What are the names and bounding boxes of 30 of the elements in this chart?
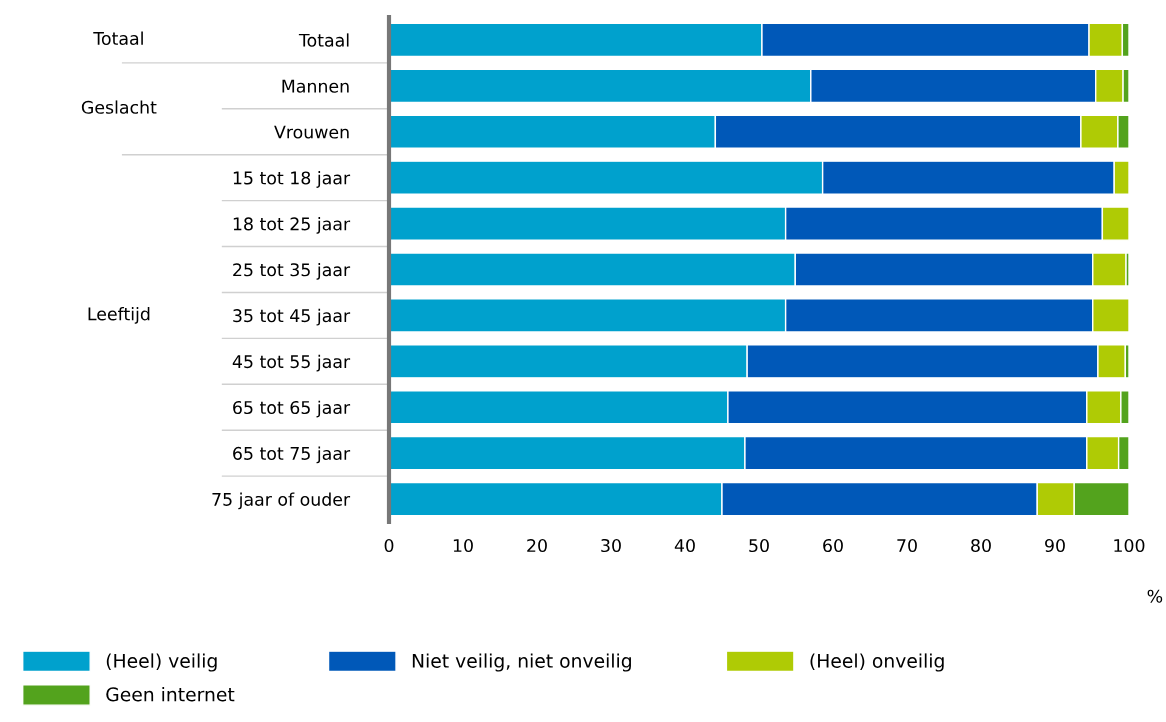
y-tick-label: 18 tot 25 jaar <box>233 217 351 234</box>
y-tick-label: 15 tot 18 jaar <box>233 171 351 188</box>
x-axis-title: % <box>1147 589 1163 603</box>
y-tick-label: 45 tot 55 jaar <box>232 354 351 372</box>
x-tick-label: 40 <box>674 538 695 553</box>
x-tick-label: 10 <box>453 538 473 553</box>
x-tick-label: 70 <box>897 538 917 553</box>
legend-label: Niet veilig, niet onveilig <box>412 653 631 672</box>
y-tick-label: 35 tot 45 jaar <box>233 308 351 326</box>
legend-label: (Heel) veilig <box>106 653 217 672</box>
legend-label: Geen internet <box>106 686 235 702</box>
y-tick-label: 25 tot 35 jaar <box>233 262 351 280</box>
y-tick-label: Mannen <box>282 79 349 93</box>
text: Leeftijd <box>88 307 150 324</box>
x-tick-label: 50 <box>749 538 769 553</box>
text: Geslacht <box>81 100 157 114</box>
y-tick-label: 75 jaar of ouder <box>212 492 351 510</box>
y-tick-label: Vrouwen <box>274 125 349 139</box>
x-tick-label: 80 <box>971 538 991 553</box>
x-tick-label: 20 <box>527 538 547 553</box>
text: Totaal <box>93 31 143 45</box>
x-tick-label: 0 <box>384 538 394 553</box>
y-tick-label: 65 tot 65 jaar <box>233 400 351 418</box>
legend-label: (Heel) onveilig <box>810 653 944 672</box>
y-tick-label: 65 tot 75 jaar <box>233 446 351 464</box>
x-tick-label: 60 <box>823 538 843 553</box>
x-tick-label: 90 <box>1045 538 1065 553</box>
x-tick-label: 30 <box>601 538 621 553</box>
y-tick-label: Totaal <box>298 33 349 47</box>
x-tick-label: 100 <box>1114 538 1145 553</box>
